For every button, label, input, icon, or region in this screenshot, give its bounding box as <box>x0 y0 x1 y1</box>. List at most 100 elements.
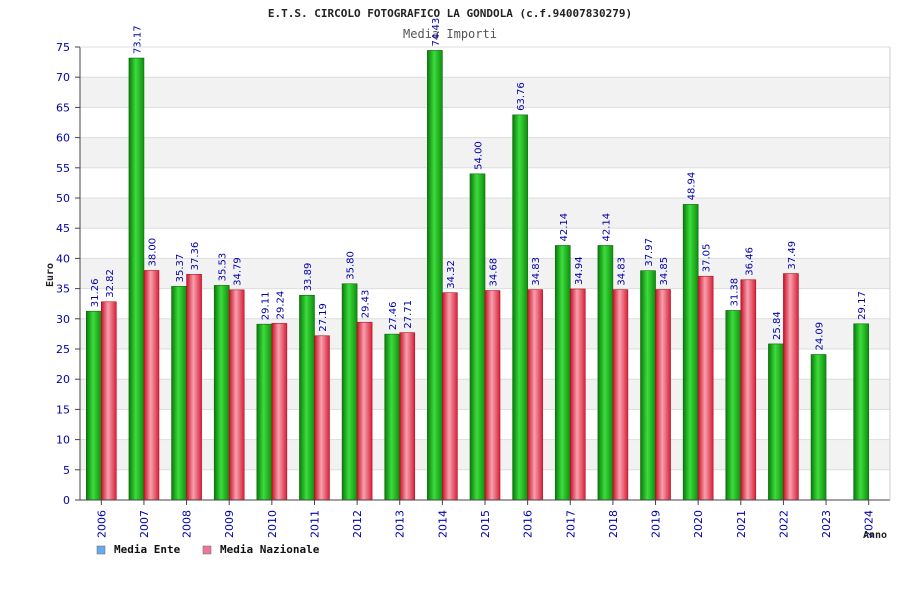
data-label: 42.14 <box>601 213 612 242</box>
data-label: 27.19 <box>318 303 329 332</box>
bar-media-ente-2015 <box>469 173 486 501</box>
bar-media-ente-2021 <box>725 310 742 501</box>
legend: Media Ente Media Nazionale <box>96 543 320 556</box>
data-label: 36.46 <box>744 247 755 276</box>
x-tick-label: 2010 <box>266 510 279 538</box>
bar-media-ente-2009 <box>213 285 230 501</box>
bar-media-nazionale-2022 <box>783 273 799 501</box>
y-tick-labels: 0 5 10 15 20 25 30 35 40 45 50 55 60 65 70 75 <box>56 41 70 507</box>
data-label: 27.71 <box>403 300 414 329</box>
plot-band <box>80 77 890 108</box>
y-tick-label: 70 <box>56 71 70 84</box>
x-tick-label: 2018 <box>607 510 620 538</box>
bars <box>86 50 869 501</box>
data-label: 34.83 <box>531 257 542 286</box>
x-tick-label: 2008 <box>181 510 194 538</box>
bar-media-ente-2020 <box>682 204 699 501</box>
legend-swatch <box>202 545 212 555</box>
plot-band <box>80 47 890 78</box>
data-label: 37.97 <box>644 238 655 267</box>
data-label: 34.85 <box>659 257 670 286</box>
bar-media-nazionale-2006 <box>101 301 117 501</box>
data-label: 42.14 <box>559 213 570 242</box>
y-tick-label: 20 <box>56 373 70 386</box>
x-tick-label: 2023 <box>820 510 833 538</box>
data-label: 27.46 <box>388 302 399 331</box>
x-tick-label: 2015 <box>479 510 492 538</box>
data-label: 34.83 <box>616 257 627 286</box>
bar-media-nazionale-2007 <box>143 270 160 501</box>
chart-subtitle: Media Importi <box>403 27 497 41</box>
data-label: 24.09 <box>815 322 826 351</box>
x-tick-label: 2019 <box>650 510 663 538</box>
bar-media-ente-2024 <box>853 323 869 501</box>
x-tick-labels: 2006 2007 2008 2009 2010 2011 2012 2013 2014 2015… <box>95 500 876 538</box>
data-label: 37.05 <box>702 244 713 273</box>
plot-band <box>80 107 890 138</box>
data-label: 37.36 <box>190 242 201 271</box>
x-tick-label: 2009 <box>223 510 236 538</box>
data-label: 37.49 <box>787 241 798 270</box>
bar-media-nazionale-2017 <box>569 288 586 501</box>
bar-media-ente-2014 <box>427 50 443 501</box>
legend-swatch <box>96 545 106 555</box>
y-tick-label: 25 <box>56 343 70 356</box>
bar-media-nazionale-2010 <box>271 323 288 501</box>
bar-media-nazionale-2016 <box>527 289 543 501</box>
bar-media-nazionale-2014 <box>442 292 458 501</box>
y-tick-label: 55 <box>56 162 70 175</box>
bar-media-ente-2022 <box>768 343 784 501</box>
y-axis-label: Euro <box>45 263 56 287</box>
y-tick-label: 40 <box>56 252 70 265</box>
data-label: 34.94 <box>574 256 585 285</box>
bar-media-ente-2019 <box>640 270 656 501</box>
x-tick-label: 2012 <box>351 510 364 538</box>
data-label: 74.43 <box>431 18 442 47</box>
x-tick-label: 2017 <box>564 510 577 538</box>
data-label: 35.80 <box>346 251 357 280</box>
x-tick-label: 2011 <box>308 510 321 538</box>
bar-media-nazionale-2013 <box>399 332 416 501</box>
bar-media-ente-2023 <box>810 354 827 501</box>
bar-media-ente-2016 <box>512 114 528 501</box>
bar-media-ente-2012 <box>341 283 358 501</box>
data-label: 31.38 <box>729 278 740 307</box>
bar-media-nazionale-2020 <box>697 275 714 501</box>
value-labels: 31.26 32.82 73.17 38.00 35.37 37.36 35.53 34.79… <box>90 18 868 351</box>
data-label: 48.94 <box>687 172 698 201</box>
bar-media-nazionale-2012 <box>356 321 373 501</box>
x-tick-label: 2020 <box>692 510 705 538</box>
bar-media-nazionale-2011 <box>314 335 330 501</box>
data-label: 54.00 <box>474 141 485 170</box>
x-tick-label: 2006 <box>95 510 108 538</box>
data-label: 29.11 <box>260 292 271 321</box>
data-label: 25.84 <box>772 311 783 340</box>
data-label: 35.53 <box>218 253 229 282</box>
plot-band <box>80 137 890 168</box>
bar-media-ente-2008 <box>171 286 187 501</box>
x-tick-label: 2014 <box>436 510 449 538</box>
data-label: 31.26 <box>90 279 101 308</box>
data-label: 63.76 <box>516 82 527 111</box>
y-tick-label: 10 <box>56 434 70 447</box>
data-label: 34.32 <box>446 260 457 289</box>
data-label: 34.79 <box>233 257 244 286</box>
x-tick-label: 2007 <box>138 510 151 538</box>
y-tick-label: 45 <box>56 222 70 235</box>
x-tick-label: 2013 <box>394 510 407 538</box>
data-label: 73.17 <box>132 25 143 54</box>
chart-title: E.T.S. CIRCOLO FOTOGRAFICO LA GONDOLA (c… <box>268 7 632 20</box>
y-tick-label: 75 <box>56 41 70 54</box>
data-label: 29.17 <box>857 291 868 320</box>
y-tick-label: 60 <box>56 132 70 145</box>
bar-media-ente-2006 <box>86 310 102 501</box>
y-tick-label: 5 <box>63 464 70 477</box>
bar-media-nazionale-2015 <box>484 290 501 501</box>
bar-media-nazionale-2019 <box>655 289 671 501</box>
y-tick-label: 15 <box>56 403 70 416</box>
y-tick-label: 50 <box>56 192 70 205</box>
x-tick-label: 2016 <box>522 510 535 538</box>
bar-media-ente-2013 <box>384 333 401 501</box>
x-tick-label: 2024 <box>863 510 876 538</box>
